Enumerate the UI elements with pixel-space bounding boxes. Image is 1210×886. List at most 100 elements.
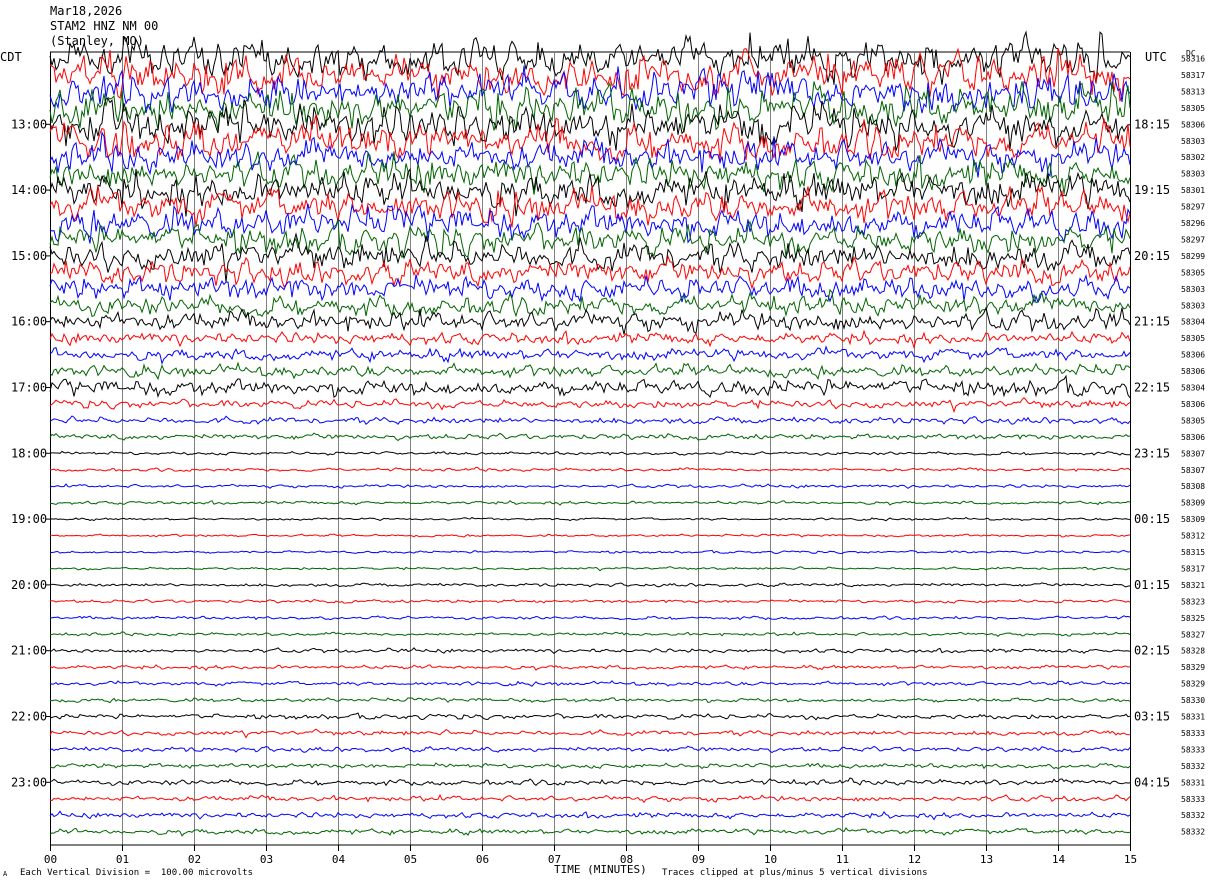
seismic-trace [49,47,1131,102]
left-hour-label: 13:00 [11,117,47,131]
right-hour-label: 20:15 [1134,249,1170,263]
x-tick-label: 12 [908,853,921,866]
x-tick-label: 15 [1124,853,1137,866]
dc-offset-label: 58307 [1181,449,1205,458]
seismic-trace [49,345,1131,365]
seismic-trace [49,582,1131,588]
seismic-trace [50,631,1131,637]
dc-offset-label: 58329 [1181,663,1205,672]
seismic-trace [49,81,1131,133]
x-tick-label: 13 [980,853,993,866]
seismic-trace [49,131,1131,178]
left-hour-label: 21:00 [11,644,47,658]
right-hour-label: 03:15 [1134,710,1170,724]
seismic-trace [49,288,1131,319]
grid-layer [50,51,1131,851]
seismic-trace [49,98,1131,151]
dc-offset-label: 58332 [1181,828,1205,837]
seismic-trace [49,483,1131,489]
seismic-trace [49,697,1131,704]
x-tick-label: 02 [188,853,201,866]
right-hour-label: 00:15 [1134,512,1170,526]
dc-offset-label: 58316 [1181,55,1205,64]
header-station: STAM2 HNZ NM 00 [50,19,159,33]
x-tick-label: 04 [332,853,346,866]
dc-offset-label: 58305 [1181,416,1205,425]
dc-offset-label: 58333 [1181,795,1205,804]
left-hour-label: 18:00 [11,446,47,460]
seismic-trace [49,329,1131,350]
dc-header-label: DC [1186,49,1196,58]
dc-offset-label: 58327 [1181,630,1205,639]
dc-offset-label: 58304 [1181,384,1205,393]
seismic-trace [49,361,1131,381]
dc-offset-label: 58321 [1181,581,1205,590]
left-hour-label: 23:00 [11,775,47,789]
seismic-trace [49,615,1131,621]
seismic-trace [49,203,1131,244]
x-tick-label: 11 [836,853,849,866]
right-hour-label: 02:15 [1134,644,1170,658]
seismic-trace [49,647,1131,654]
dc-offset-label: 58325 [1181,614,1205,623]
dc-offset-label: 58299 [1181,252,1205,261]
seismic-trace [49,762,1131,770]
dc-offset-label: 58323 [1181,597,1205,606]
dc-offset-label: 58333 [1181,745,1205,754]
dc-offset-label: 58317 [1181,564,1205,573]
dc-offset-label: 58296 [1181,219,1205,228]
seismic-trace [49,168,1131,217]
dc-offset-label: 58303 [1181,301,1205,310]
x-tick-label: 01 [116,853,129,866]
label-layer: 00 01 02 03 04 05 06 07 08 09 10 11 12 13 14 15 58316 583… [11,55,1205,867]
right-hour-label: 18:15 [1134,117,1170,131]
seismic-trace [49,185,1131,228]
seismic-trace [49,745,1131,754]
seismic-trace [49,374,1131,399]
dc-offset-label: 58297 [1181,203,1205,212]
seismic-trace [49,415,1131,425]
dc-offset-label: 58331 [1181,713,1205,722]
left-hour-label: 16:00 [11,315,47,329]
right-hour-label: 22:15 [1134,381,1170,395]
right-hour-label: 23:15 [1134,446,1170,460]
left-hour-label: 15:00 [11,249,47,263]
seismic-trace [49,712,1131,721]
seismic-trace [49,598,1131,604]
seismic-trace [49,533,1131,538]
seismic-trace [49,306,1131,335]
dc-offset-label: 58317 [1181,71,1205,80]
dc-offset-label: 58331 [1181,778,1205,787]
dc-offset-label: 58308 [1181,482,1205,491]
seismic-trace [49,810,1131,821]
right-timezone-label: UTC [1145,50,1167,64]
seismic-trace [49,432,1131,442]
seismic-trace [49,450,1131,456]
dc-offset-label: 58307 [1181,466,1205,475]
dc-offset-label: 58297 [1181,235,1205,244]
seismic-trace [49,151,1131,195]
dc-offset-label: 58313 [1181,87,1205,96]
dc-offset-label: 58315 [1181,548,1205,557]
seismic-trace [49,777,1131,787]
corner-mark: A [3,870,8,878]
dc-offset-label: 58305 [1181,334,1205,343]
seismic-trace [49,827,1131,837]
x-tick-label: 10 [764,853,777,866]
dc-offset-label: 58309 [1181,515,1205,524]
seismic-trace [49,114,1131,162]
seismic-trace [49,273,1131,304]
dc-offset-label: 58305 [1181,104,1205,113]
right-hour-label: 01:15 [1134,578,1170,592]
trace-layer [49,30,1131,837]
dc-offset-label: 58304 [1181,318,1205,327]
dc-offset-label: 58309 [1181,499,1205,508]
dc-offset-label: 58329 [1181,680,1205,689]
seismic-trace [49,219,1131,259]
seismic-trace [49,254,1131,290]
x-tick-label: 07 [548,853,561,866]
scale-note: Each Vertical Division = 100.00 microvol… [20,868,253,878]
dc-offset-label: 58330 [1181,696,1205,705]
dc-offset-label: 58306 [1181,351,1205,360]
dc-offset-label: 58305 [1181,268,1205,277]
